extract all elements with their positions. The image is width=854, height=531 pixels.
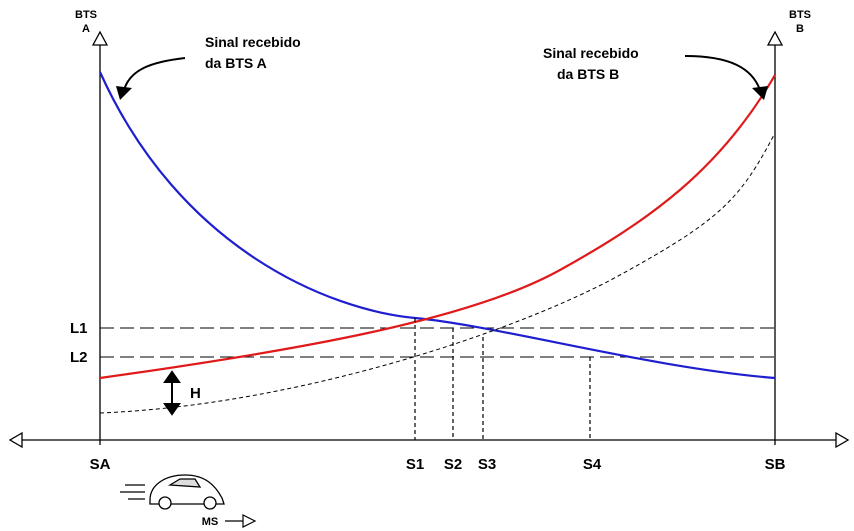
level-label: L1: [70, 320, 88, 337]
signal-a-curve: [98, 71, 776, 380]
callout-arrowhead-a: [116, 86, 132, 100]
level-lines: [100, 327, 775, 358]
bts-a-label: BTS: [75, 9, 97, 21]
signal-a-label: Sinal recebido: [205, 34, 301, 50]
point-label: SA: [90, 456, 111, 473]
point-label: SB: [765, 456, 786, 473]
crossing-lines: [414, 318, 591, 440]
mobile-label: MS: [202, 516, 219, 528]
hysteresis-arrow: [163, 370, 181, 416]
signal-b-hysteresis-curve: [99, 132, 776, 414]
hysteresis-label: H: [190, 385, 201, 402]
signal-b-curve: [99, 74, 776, 380]
point-label: S2: [444, 456, 462, 473]
bts-a-label: A: [82, 23, 90, 35]
car-icon: [120, 474, 225, 510]
point-label: S3: [478, 456, 496, 473]
bts-b-label: BTS: [789, 9, 811, 21]
callout-arrowhead-b: [752, 86, 768, 100]
bts-b-label: B: [796, 23, 804, 35]
point-label: S4: [583, 456, 602, 473]
ms-arrow: [225, 514, 257, 528]
callout-arrow-b: [684, 55, 761, 91]
level-label: L2: [70, 349, 88, 366]
callout-arrow-a: [123, 57, 186, 91]
point-label: S1: [406, 456, 424, 473]
axes: [8, 30, 850, 449]
signal-a-label: da BTS A: [205, 55, 267, 71]
signal-b-label: Sinal recebido: [543, 45, 639, 61]
signal-b-label: da BTS B: [557, 66, 619, 82]
